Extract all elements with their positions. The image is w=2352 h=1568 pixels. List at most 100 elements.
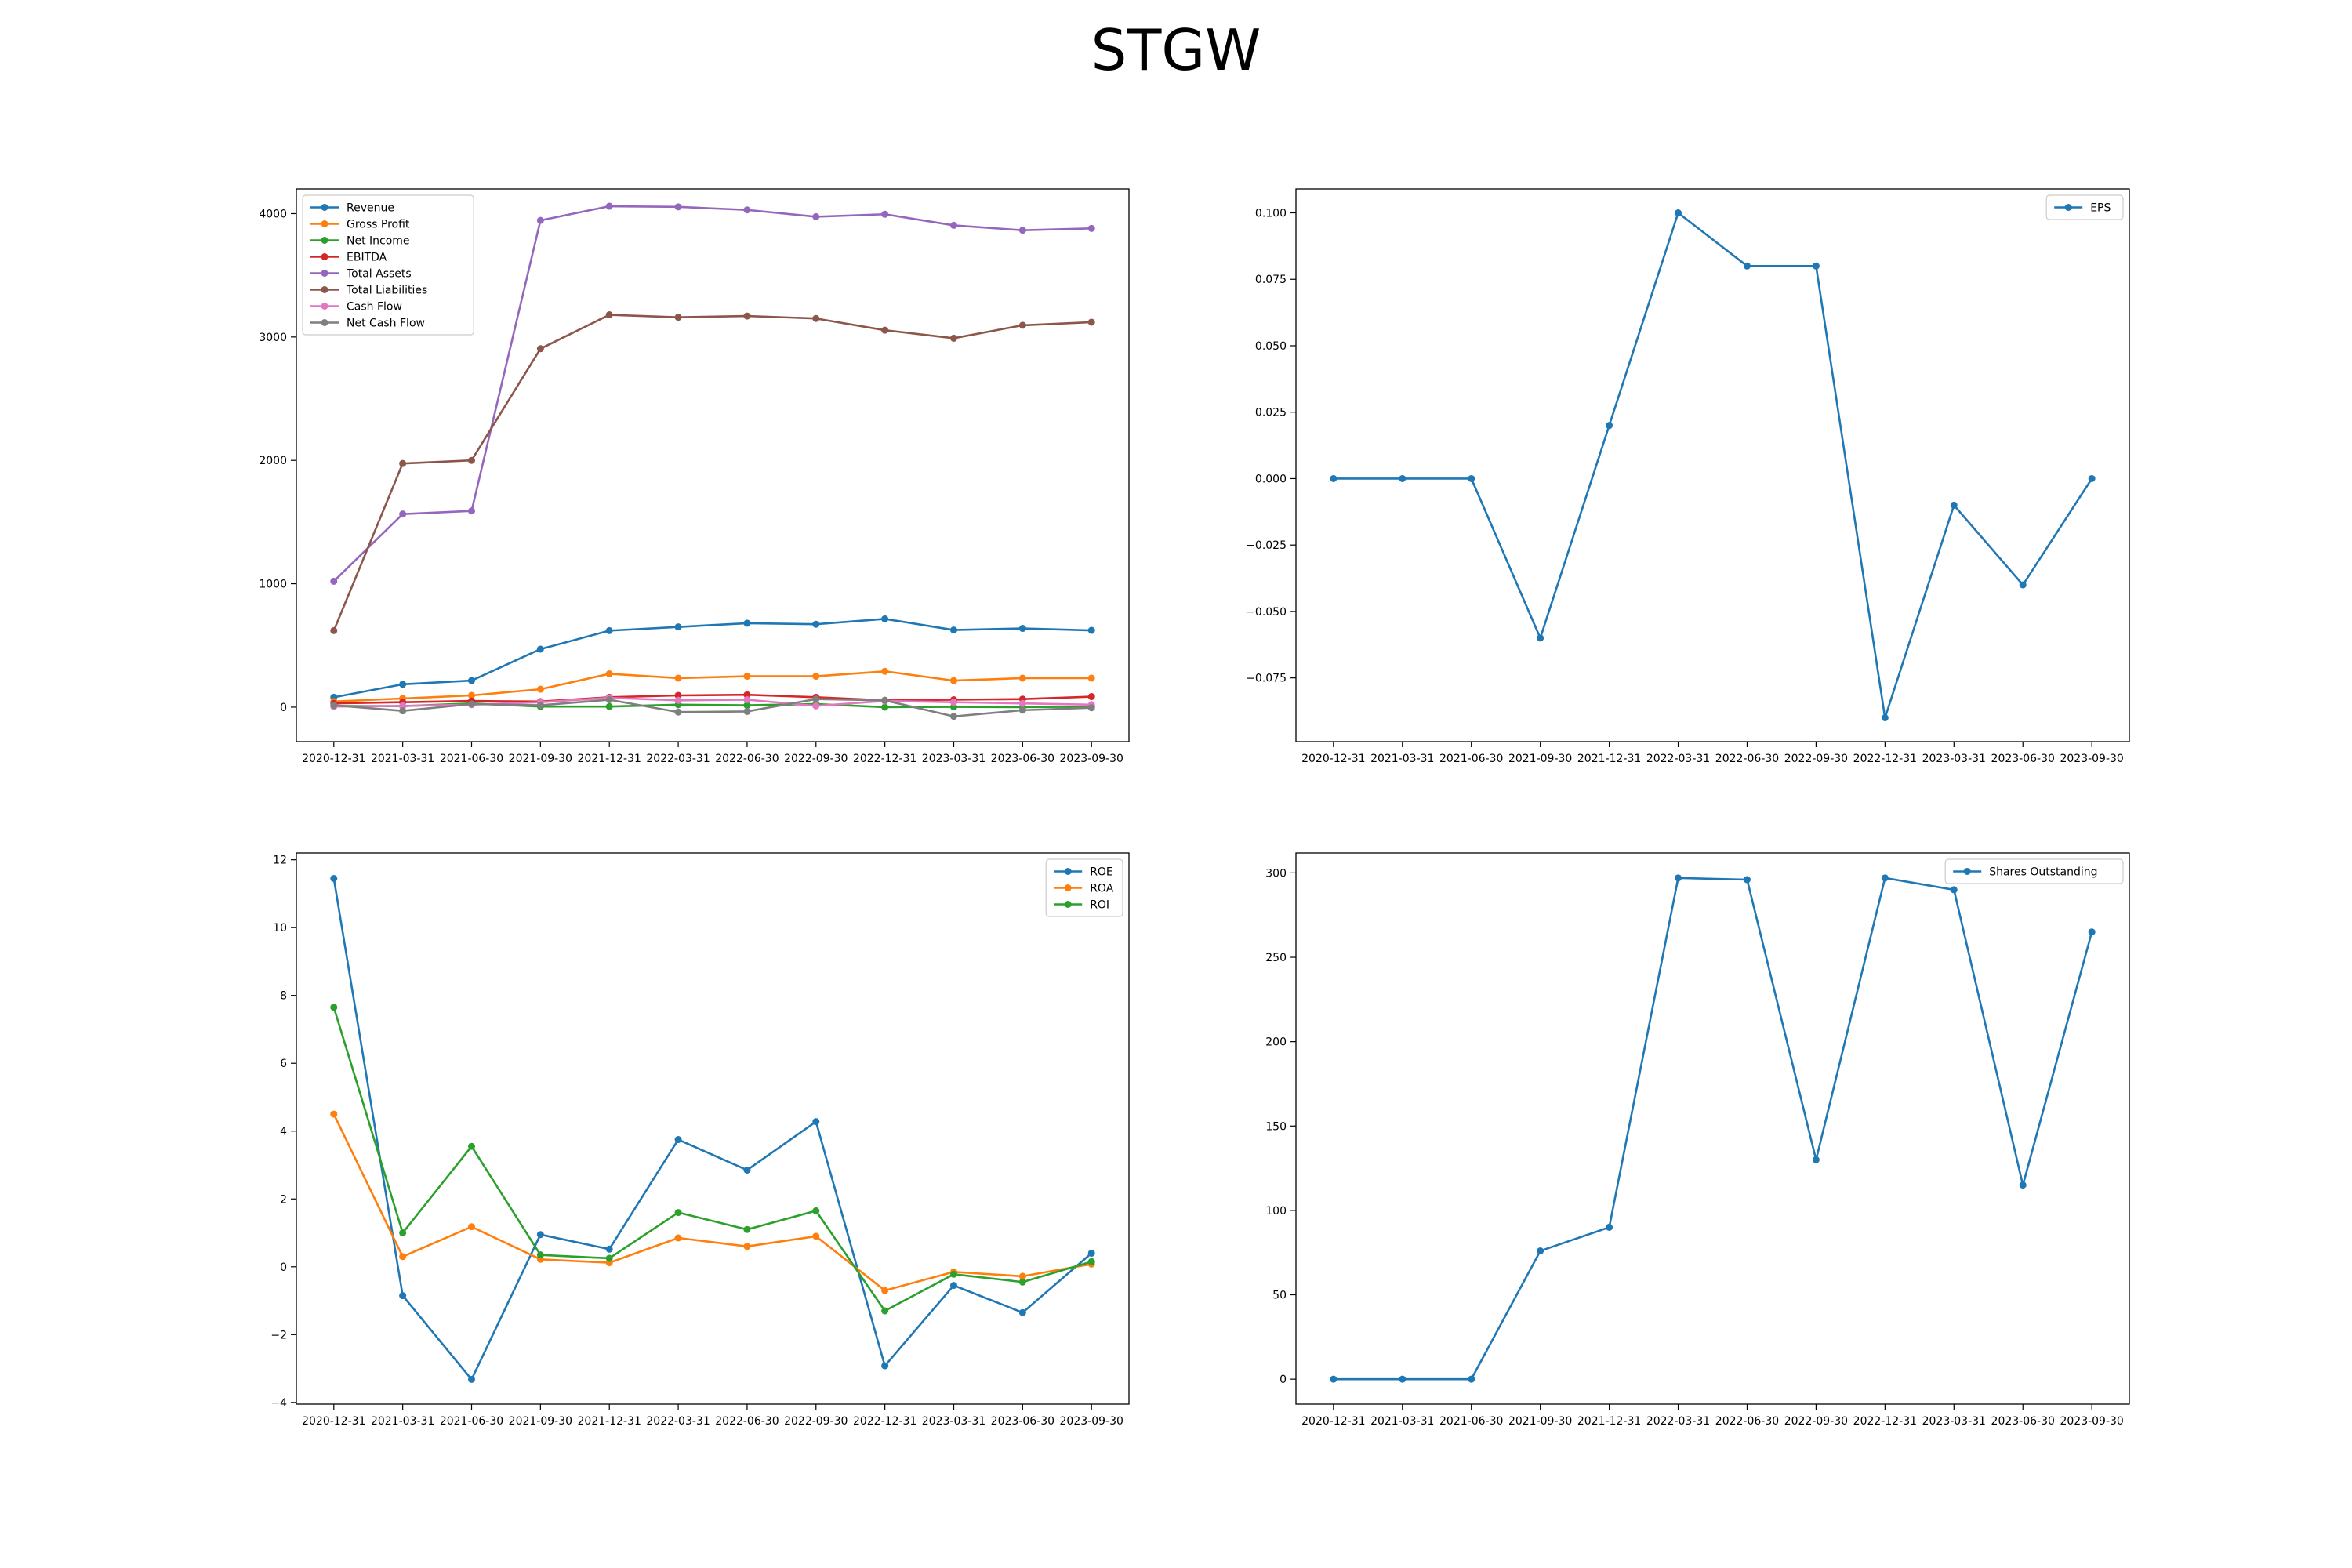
- y-tick-label: 8: [280, 990, 287, 1003]
- data-point-gross-profit: [1087, 674, 1095, 682]
- data-point-revenue: [1018, 625, 1026, 633]
- x-tick-label: 2023-06-30: [991, 753, 1054, 765]
- x-tick-label: 2023-06-30: [1991, 1415, 2055, 1428]
- legend-label-cash-flow: Cash Flow: [347, 301, 402, 314]
- legend-box: [2045, 194, 2124, 220]
- data-point-roe: [881, 1362, 889, 1370]
- data-point-net-cash-flow: [1018, 706, 1026, 714]
- legend-label-net-cash-flow: Net Cash Flow: [347, 318, 425, 330]
- data-point-revenue: [881, 615, 889, 622]
- y-tick-label: 10: [273, 922, 287, 935]
- data-point-roe: [1087, 1249, 1095, 1257]
- data-point-total-liabilities: [468, 456, 476, 464]
- y-tick-label: 100: [1265, 1205, 1287, 1218]
- data-point-gross-profit: [468, 691, 476, 699]
- data-point-roe: [536, 1231, 544, 1239]
- data-point-roi: [674, 1209, 682, 1217]
- data-point-total-liabilities: [743, 312, 751, 320]
- data-point-roi: [399, 1229, 407, 1237]
- x-tick-label: 2021-09-30: [509, 753, 572, 765]
- x-tick-label: 2020-12-31: [302, 1415, 365, 1428]
- legend: ROE ROA ROI: [1045, 858, 1123, 917]
- y-tick-label: 0.050: [1255, 340, 1287, 353]
- data-point-roa: [1018, 1272, 1026, 1280]
- data-point-roi: [881, 1307, 889, 1315]
- data-point-cash-flow: [674, 696, 682, 704]
- y-tick-label: 2000: [259, 455, 287, 467]
- data-point-total-assets: [1018, 227, 1026, 234]
- data-point-gross-profit: [536, 685, 544, 693]
- series-line-net-cash-flow: [333, 698, 1092, 718]
- data-point-net-cash-flow: [399, 707, 407, 715]
- series-line-revenue: [333, 618, 1092, 699]
- data-point-total-assets: [330, 577, 338, 585]
- data-point-roe: [330, 874, 338, 882]
- data-point-net-cash-flow: [536, 702, 544, 710]
- data-point-roe: [605, 1245, 613, 1253]
- x-tick-label: 2021-06-30: [440, 753, 503, 765]
- x-tick-label: 2022-06-30: [715, 753, 779, 765]
- data-point-roe: [1018, 1308, 1026, 1316]
- data-point-net-cash-flow: [743, 707, 751, 715]
- data-point-total-liabilities: [330, 626, 338, 634]
- data-point-total-assets: [605, 202, 613, 210]
- y-tick-label: 2: [280, 1193, 287, 1206]
- data-point-roa: [743, 1243, 751, 1250]
- data-point-roi: [1018, 1278, 1026, 1286]
- data-point-cash-flow: [949, 699, 957, 706]
- data-point-net-cash-flow: [1087, 704, 1095, 712]
- data-point-eps: [1399, 474, 1406, 482]
- legend-label-total-assets: Total Assets: [346, 268, 412, 281]
- data-point-eps: [1468, 474, 1475, 482]
- data-point-gross-profit: [743, 673, 751, 681]
- x-tick-label: 2021-06-30: [440, 1415, 503, 1428]
- data-point-total-assets: [1087, 224, 1095, 232]
- x-tick-label: 2021-09-30: [509, 1415, 572, 1428]
- x-tick-label: 2023-09-30: [2060, 753, 2123, 765]
- y-tick-label: 6: [280, 1058, 287, 1070]
- data-point-cash-flow: [743, 695, 751, 703]
- series-line-total-liabilities: [332, 314, 1092, 631]
- data-point-eps: [2088, 474, 2096, 482]
- x-tick-label: 2022-12-31: [1853, 753, 1917, 765]
- data-point-shares-outstanding: [1537, 1247, 1544, 1255]
- data-point-cash-flow: [1018, 699, 1026, 707]
- data-point-net-income: [881, 703, 889, 711]
- data-point-roe: [812, 1118, 820, 1126]
- x-tick-label: 2021-12-31: [578, 753, 641, 765]
- data-point-shares-outstanding: [1330, 1375, 1338, 1383]
- data-point-shares-outstanding: [1812, 1156, 1820, 1163]
- data-point-roe: [399, 1292, 407, 1300]
- x-tick-label: 2022-06-30: [1715, 1415, 1779, 1428]
- data-point-net-cash-flow: [605, 695, 613, 703]
- x-tick-label: 2020-12-31: [1301, 1415, 1365, 1428]
- data-point-gross-profit: [605, 670, 613, 677]
- axes-frame: [1295, 852, 2130, 1405]
- x-tick-label: 2022-03-31: [1646, 753, 1710, 765]
- data-point-eps: [1675, 209, 1682, 217]
- legend-label-ebitda: EBITDA: [347, 252, 387, 264]
- data-point-total-assets: [468, 507, 476, 515]
- y-tick-label: 0: [280, 1261, 287, 1274]
- x-tick-label: 2023-03-31: [922, 1415, 985, 1428]
- x-tick-label: 2022-03-31: [646, 1415, 710, 1428]
- legend: EPS: [2045, 194, 2124, 220]
- series-line-shares-outstanding: [1333, 877, 2093, 1381]
- data-point-gross-profit: [812, 673, 820, 681]
- data-point-eps: [1743, 262, 1751, 270]
- x-tick-label: 2022-09-30: [1784, 1415, 1848, 1428]
- data-point-roi: [468, 1142, 476, 1150]
- data-point-ebitda: [674, 691, 682, 699]
- x-tick-label: 2021-12-31: [578, 1415, 641, 1428]
- data-point-gross-profit: [949, 677, 957, 684]
- x-tick-label: 2023-09-30: [1060, 1415, 1123, 1428]
- y-tick-label: 0: [280, 702, 287, 714]
- series-line-gross-profit: [333, 670, 1092, 703]
- data-point-shares-outstanding: [1468, 1375, 1475, 1383]
- data-point-eps: [1881, 713, 1889, 721]
- figure-title: STGW: [1091, 17, 1261, 83]
- legend-marker-shares-outstanding: [1963, 868, 1971, 875]
- y-tick-label: 0.100: [1255, 208, 1287, 220]
- series-line-ebitda: [333, 693, 1092, 705]
- y-tick-label: 0: [1279, 1374, 1287, 1386]
